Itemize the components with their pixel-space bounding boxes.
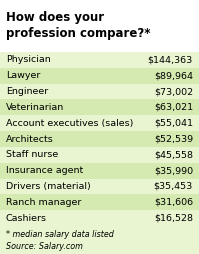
- Text: How does your
profession compare?*: How does your profession compare?*: [6, 11, 150, 40]
- Bar: [0, 147, 199, 163]
- Text: $55,041: $55,041: [154, 119, 193, 128]
- Bar: [0, 131, 199, 147]
- Bar: [0, 0, 199, 52]
- Text: $16,528: $16,528: [154, 214, 193, 223]
- Text: Architects: Architects: [6, 135, 54, 144]
- Text: Cashiers: Cashiers: [6, 214, 47, 223]
- Text: $31,606: $31,606: [154, 198, 193, 207]
- Bar: [0, 179, 199, 194]
- Bar: [0, 226, 199, 254]
- Bar: [0, 52, 199, 68]
- Text: $89,964: $89,964: [154, 71, 193, 80]
- Bar: [0, 115, 199, 131]
- Text: Engineer: Engineer: [6, 87, 48, 96]
- Text: $45,558: $45,558: [154, 150, 193, 159]
- Text: Ranch manager: Ranch manager: [6, 198, 81, 207]
- Text: Account executives (sales): Account executives (sales): [6, 119, 133, 128]
- Text: Insurance agent: Insurance agent: [6, 166, 83, 175]
- Text: $52,539: $52,539: [154, 135, 193, 144]
- Bar: [0, 84, 199, 100]
- Text: * median salary data listed
Source: Salary.com: * median salary data listed Source: Sala…: [6, 230, 114, 251]
- Text: Veterinarian: Veterinarian: [6, 103, 64, 112]
- Bar: [0, 210, 199, 226]
- Text: $35,990: $35,990: [154, 166, 193, 175]
- Bar: [0, 100, 199, 115]
- Text: $63,021: $63,021: [154, 103, 193, 112]
- Text: Lawyer: Lawyer: [6, 71, 40, 80]
- Text: $73,002: $73,002: [154, 87, 193, 96]
- Text: Physician: Physician: [6, 55, 51, 65]
- Text: Drivers (material): Drivers (material): [6, 182, 91, 191]
- Text: Staff nurse: Staff nurse: [6, 150, 58, 159]
- Text: $35,453: $35,453: [154, 182, 193, 191]
- Text: $144,363: $144,363: [148, 55, 193, 65]
- Bar: [0, 163, 199, 179]
- Bar: [0, 194, 199, 210]
- Bar: [0, 68, 199, 84]
